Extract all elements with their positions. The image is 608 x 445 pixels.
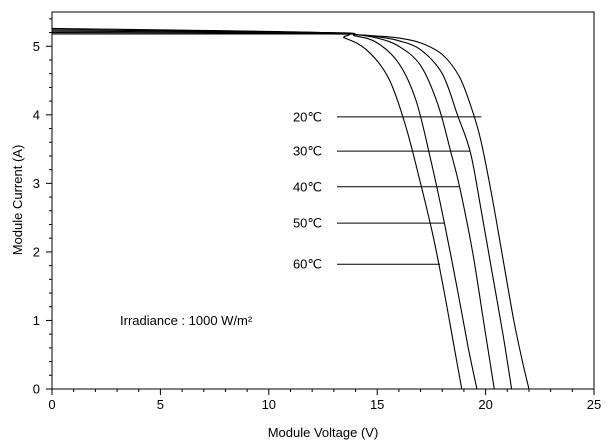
plot-frame (51, 11, 595, 390)
series-group (51, 27, 530, 390)
series-curve (51, 33, 530, 390)
irradiance-annotation: Irradiance : 1000 W/m² (120, 313, 253, 328)
x-tick-label: 15 (370, 397, 384, 412)
x-tick-label: 10 (262, 397, 276, 412)
series-curve (51, 32, 513, 390)
y-axis-title: Module Current (A) (10, 145, 25, 256)
y-tick-label: 3 (33, 176, 40, 191)
y-tick-label: 0 (33, 382, 40, 397)
series-curve (51, 30, 495, 390)
series-labels: 20℃ 30℃ 40℃ 50℃ 60℃ (293, 109, 482, 272)
series-label: 40℃ (293, 179, 322, 194)
series-label: 20℃ (293, 109, 322, 124)
x-tick-label: 20 (478, 397, 492, 412)
x-tick-label: 5 (157, 397, 164, 412)
x-tick-label: 0 (48, 397, 55, 412)
axis-ticks: 0 5 10 15 20 25 0 1 2 3 4 5 (33, 18, 601, 412)
series-label: 30℃ (293, 144, 322, 159)
series-label: 50℃ (293, 216, 322, 231)
x-tick-label: 25 (587, 397, 601, 412)
y-tick-label: 4 (33, 107, 40, 122)
y-tick-label: 1 (33, 313, 40, 328)
y-tick-label: 5 (33, 39, 40, 54)
series-curve (51, 29, 478, 390)
series-label: 60℃ (293, 257, 322, 272)
y-tick-label: 2 (33, 244, 40, 259)
series-curve (51, 27, 463, 390)
x-axis-title: Module Voltage (V) (268, 425, 379, 440)
